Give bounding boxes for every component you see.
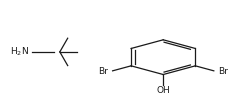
Text: OH: OH: [156, 86, 170, 95]
Text: Br: Br: [98, 67, 108, 76]
Text: H$_2$N: H$_2$N: [10, 46, 29, 58]
Text: Br: Br: [218, 67, 228, 76]
